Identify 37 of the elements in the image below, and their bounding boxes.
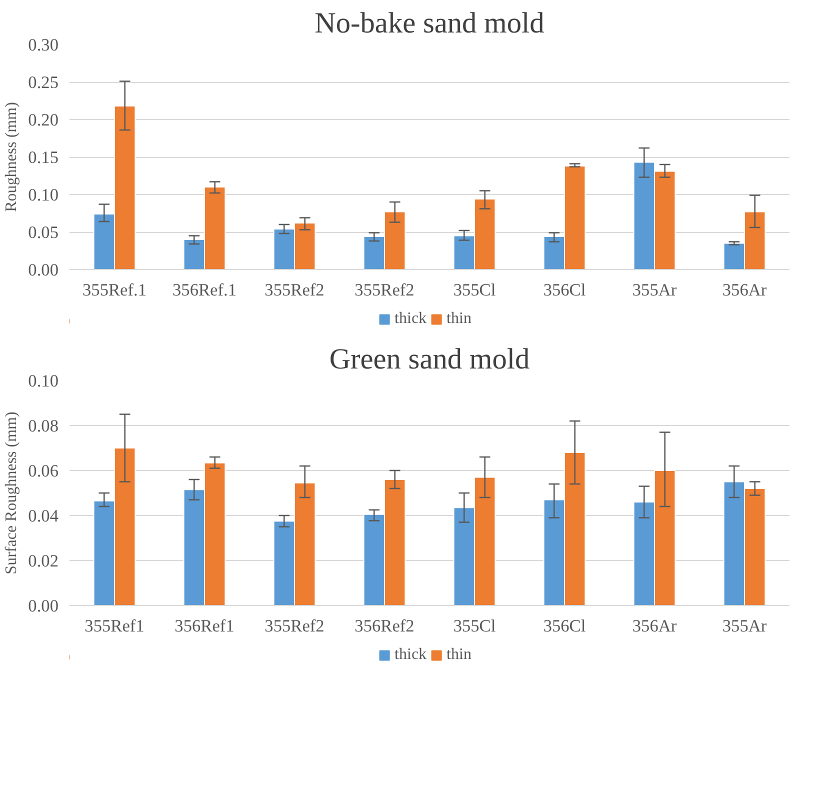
y-tick-label: 0.25 <box>28 73 59 92</box>
legend-label: thin <box>446 646 472 664</box>
x-tick-label: 355Ref1 <box>84 616 144 636</box>
x-tick-label: 356Ar <box>722 280 767 300</box>
x-tick-label: 355Ref2 <box>264 616 324 636</box>
legend-label: thick <box>394 646 427 664</box>
x-tick-label: 355Ar <box>632 280 677 300</box>
y-tick-label: 0.10 <box>28 186 59 204</box>
y-axis-title: Surface Roughness (mm) <box>3 412 20 574</box>
y-tick-label: 0.00 <box>28 260 59 280</box>
chart-title: Green sand mold <box>329 344 530 376</box>
x-tick-label: 356Ref2 <box>354 616 414 636</box>
y-tick-label: 0.30 <box>28 36 59 54</box>
y-tick-label: 0.06 <box>28 462 59 480</box>
x-tick-label: 355Cl <box>453 616 496 636</box>
legend-label: thick <box>394 310 427 328</box>
x-tick-label: 355Ref.1 <box>82 280 147 300</box>
legend-label: thin <box>446 310 472 328</box>
x-tick-label: 355Ref2 <box>354 280 414 300</box>
y-tick-label: 0.00 <box>28 596 59 616</box>
y-axis-title: Roughness (mm) <box>3 102 20 212</box>
y-tick-label: 0.04 <box>28 506 59 526</box>
x-tick-label: 356Cl <box>543 280 586 300</box>
y-tick-label: 0.08 <box>28 416 59 436</box>
x-tick-label: 356Ref.1 <box>172 280 237 300</box>
x-tick-label: 355Cl <box>453 280 496 300</box>
y-tick-label: 0.05 <box>28 223 59 242</box>
x-tick-label: 355Ref2 <box>264 280 324 300</box>
x-tick-label: 356Ref1 <box>174 616 234 636</box>
y-tick-label: 0.02 <box>28 552 59 570</box>
chart-title: No-bake sand mold <box>314 8 545 40</box>
x-tick-label: 355Ar <box>722 616 767 636</box>
y-tick-label: 0.15 <box>28 148 59 167</box>
x-tick-label: 356Ar <box>632 616 677 636</box>
x-tick-label: 356Cl <box>543 616 586 636</box>
y-tick-label: 0.20 <box>28 110 59 130</box>
y-tick-label: 0.10 <box>28 372 59 390</box>
